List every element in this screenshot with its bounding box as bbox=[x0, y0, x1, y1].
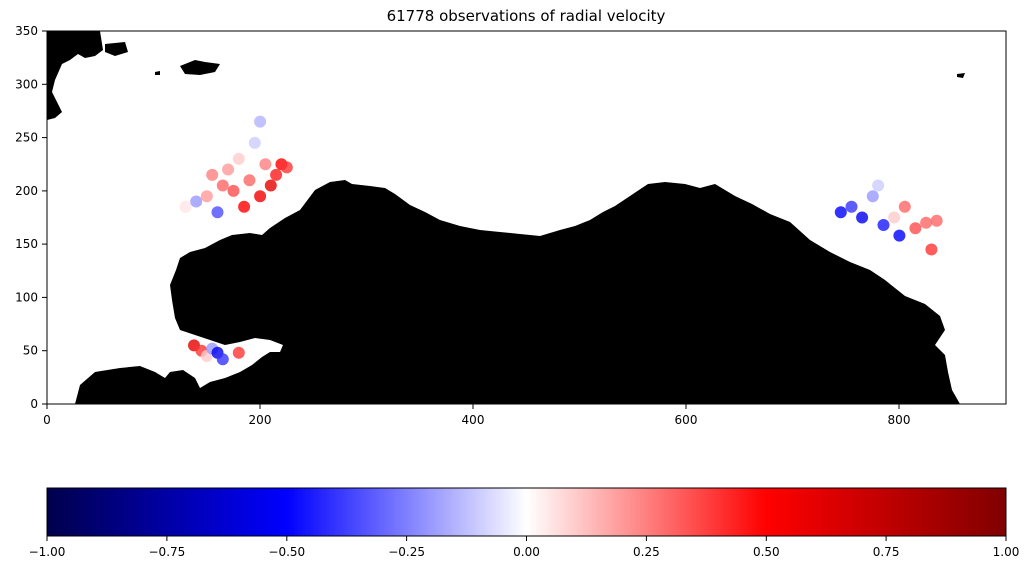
scatter-point bbox=[264, 179, 277, 192]
colorbar-tick: 0.00 bbox=[513, 536, 540, 559]
scatter-point bbox=[877, 219, 890, 231]
colorbar-tick: −0.25 bbox=[388, 536, 425, 559]
scatter-point bbox=[222, 163, 235, 176]
y-tick-label: 0 bbox=[30, 397, 38, 411]
scatter-point bbox=[893, 229, 906, 242]
scatter-point bbox=[238, 200, 251, 213]
scatter-point bbox=[270, 168, 283, 181]
scatter-point bbox=[925, 243, 938, 256]
scatter-point bbox=[232, 152, 245, 165]
colorbar-tick-label: −0.75 bbox=[149, 545, 186, 559]
y-tick: 0 bbox=[30, 397, 47, 411]
colorbar-tick: 0.25 bbox=[633, 536, 660, 559]
colorbar-tick-label: 1.00 bbox=[993, 545, 1020, 559]
scatter-point bbox=[227, 184, 240, 197]
x-tick: 400 bbox=[462, 404, 485, 427]
colorbar-tick: 0.75 bbox=[873, 536, 900, 559]
land-mask-island-4 bbox=[957, 73, 965, 78]
scatter-point bbox=[888, 211, 901, 224]
y-axis: 0 50 100 150 200 250 300 350 bbox=[15, 24, 47, 411]
x-tick-label: 200 bbox=[249, 413, 272, 427]
scatter-points bbox=[179, 115, 943, 366]
y-tick-label: 100 bbox=[15, 290, 38, 304]
colorbar-tick-label: 0.25 bbox=[633, 545, 660, 559]
scatter-point bbox=[834, 206, 847, 219]
y-tick: 200 bbox=[15, 184, 47, 198]
y-tick-label: 50 bbox=[23, 344, 38, 358]
land-mask-northwest bbox=[47, 31, 103, 120]
colorbar-tick: 1.00 bbox=[993, 536, 1020, 559]
scatter-point bbox=[216, 353, 229, 366]
land-mask-island-3 bbox=[155, 71, 160, 75]
y-tick: 150 bbox=[15, 237, 47, 251]
colorbar-tick-label: 0.50 bbox=[753, 545, 780, 559]
y-tick: 100 bbox=[15, 290, 47, 304]
colorbar-tick: 0.50 bbox=[753, 536, 780, 559]
plot-frame bbox=[46, 30, 1007, 405]
y-tick-label: 300 bbox=[15, 77, 38, 91]
x-tick: 600 bbox=[675, 404, 698, 427]
y-tick-label: 250 bbox=[15, 131, 38, 145]
x-tick: 200 bbox=[249, 404, 272, 427]
x-tick: 0 bbox=[43, 404, 51, 427]
y-tick-label: 350 bbox=[15, 24, 38, 38]
y-tick: 300 bbox=[15, 77, 47, 91]
land-mask-island-2 bbox=[180, 60, 220, 75]
colorbar-gradient bbox=[46, 487, 1007, 537]
scatter-point bbox=[243, 174, 256, 187]
y-tick: 50 bbox=[23, 344, 47, 358]
scatter-point bbox=[930, 214, 943, 227]
scatter-point bbox=[211, 206, 224, 219]
scatter-point bbox=[254, 190, 267, 203]
colorbar-tick: −0.50 bbox=[268, 536, 305, 559]
scatter-point bbox=[190, 195, 203, 208]
scatter-point bbox=[206, 168, 219, 181]
scatter-point bbox=[259, 158, 272, 171]
y-tick: 350 bbox=[15, 24, 47, 38]
scatter-point bbox=[216, 179, 229, 192]
x-tick-label: 0 bbox=[43, 413, 51, 427]
plot-area bbox=[46, 30, 1007, 405]
colorbar-tick-label: 0.00 bbox=[513, 545, 540, 559]
colorbar-tick-label: 0.75 bbox=[873, 545, 900, 559]
colorbar: −1.00 −0.75 −0.50 −0.25 0.00 0.25 0.50 bbox=[29, 487, 1020, 559]
colorbar-tick-label: −0.50 bbox=[268, 545, 305, 559]
chart-title: 61778 observations of radial velocity bbox=[387, 7, 666, 25]
colorbar-tick: −0.75 bbox=[149, 536, 186, 559]
x-axis: 0 200 400 600 800 bbox=[43, 404, 910, 427]
land-mask-island-1 bbox=[105, 42, 128, 56]
x-tick-label: 600 bbox=[675, 413, 698, 427]
land-mask-main bbox=[48, 180, 960, 404]
x-tick-label: 400 bbox=[462, 413, 485, 427]
scatter-point bbox=[872, 179, 885, 192]
y-tick-label: 150 bbox=[15, 237, 38, 251]
x-tick: 800 bbox=[888, 404, 911, 427]
scatter-point bbox=[920, 216, 933, 229]
colorbar-tick-label: −0.25 bbox=[388, 545, 425, 559]
y-tick: 250 bbox=[15, 131, 47, 145]
scatter-point bbox=[866, 190, 879, 203]
scatter-point bbox=[280, 161, 293, 174]
colorbar-tick-label: −1.00 bbox=[29, 545, 66, 559]
land-mask bbox=[47, 31, 965, 404]
scatter-point bbox=[248, 136, 261, 149]
scatter-point bbox=[898, 200, 911, 213]
scatter-point bbox=[254, 115, 267, 128]
scatter-point bbox=[845, 200, 858, 213]
scatter-point bbox=[232, 346, 245, 359]
scatter-point bbox=[179, 200, 192, 213]
scatter-point bbox=[909, 222, 922, 235]
y-tick-label: 200 bbox=[15, 184, 38, 198]
x-tick-label: 800 bbox=[888, 413, 911, 427]
scatter-point bbox=[856, 211, 869, 224]
colorbar-tick: −1.00 bbox=[29, 536, 66, 559]
scatter-point bbox=[200, 190, 213, 203]
